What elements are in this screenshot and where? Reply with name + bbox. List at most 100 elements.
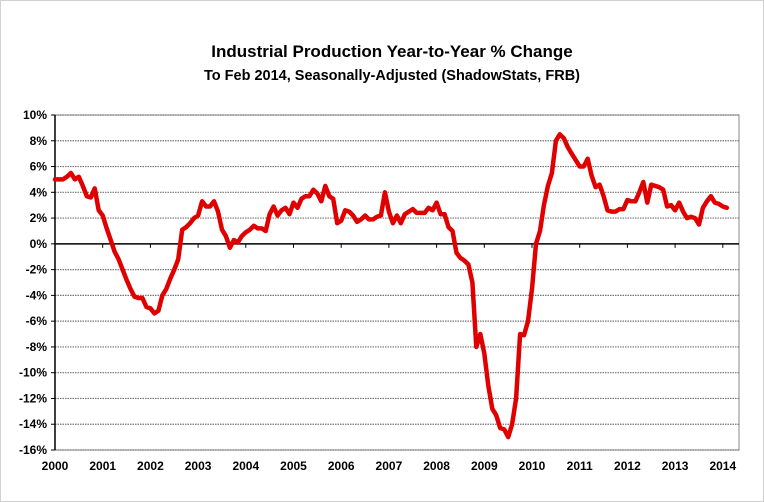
data-point [292, 201, 295, 205]
x-tick-label: 2007 [376, 459, 403, 473]
data-point [105, 226, 109, 230]
data-point [73, 177, 77, 181]
data-point [629, 199, 633, 203]
data-point [681, 210, 685, 214]
data-point [188, 221, 192, 225]
data-point [709, 194, 713, 198]
data-point [526, 319, 530, 323]
data-point [117, 257, 121, 261]
data-point [542, 203, 546, 207]
data-point [228, 246, 232, 250]
data-point [85, 194, 89, 198]
data-point [454, 251, 458, 255]
x-tick-label: 2000 [42, 459, 69, 473]
data-point [176, 257, 180, 261]
data-point [697, 223, 701, 227]
gridlines [54, 114, 740, 451]
data-point [506, 435, 510, 439]
data-point [685, 216, 689, 220]
data-point [522, 333, 526, 337]
data-point [244, 230, 248, 234]
x-tick-label: 2014 [709, 459, 736, 473]
x-tick-label: 2006 [328, 459, 355, 473]
data-point [264, 229, 268, 233]
data-point [363, 214, 367, 217]
data-point [447, 225, 451, 229]
data-point [335, 221, 339, 225]
data-point [689, 215, 693, 219]
data-point [89, 195, 93, 199]
data-point [156, 309, 160, 313]
data-point [725, 206, 729, 210]
data-point [633, 199, 637, 203]
data-point [399, 221, 403, 225]
data-point [502, 427, 506, 431]
data-point [327, 194, 331, 198]
data-point [717, 202, 721, 206]
data-point [140, 296, 144, 300]
x-tick-label: 2004 [232, 459, 259, 473]
data-point [168, 277, 172, 281]
y-tick-label: 10% [23, 108, 47, 122]
y-tick-label: -12% [19, 391, 47, 405]
data-point [53, 177, 57, 181]
data-point [276, 214, 280, 217]
x-tick-label: 2013 [662, 459, 689, 473]
data-point [280, 208, 284, 212]
x-tick-label: 2002 [137, 459, 164, 473]
data-point [407, 210, 411, 214]
data-point [586, 157, 590, 161]
data-point [621, 207, 625, 211]
data-point [602, 194, 606, 198]
data-point [578, 165, 582, 169]
data-point [272, 204, 276, 208]
data-point [649, 183, 653, 187]
series-group [52, 132, 730, 440]
data-point [538, 229, 542, 233]
data-point [288, 212, 292, 216]
data-point [518, 332, 522, 336]
data-point [534, 242, 538, 246]
data-point [65, 175, 69, 179]
data-point [343, 208, 347, 212]
data-point [423, 211, 427, 215]
data-point [713, 201, 717, 205]
data-point [490, 407, 494, 411]
x-tick-label: 2008 [423, 459, 450, 473]
data-point [184, 225, 188, 229]
data-point [284, 206, 288, 210]
data-point [550, 171, 554, 175]
x-tick-label: 2010 [519, 459, 546, 473]
data-point [566, 145, 570, 149]
x-tick-label: 2005 [280, 459, 307, 473]
data-point [379, 214, 383, 217]
data-point [693, 216, 697, 220]
data-point [562, 136, 566, 140]
data-point [451, 229, 454, 233]
data-point [69, 171, 73, 175]
data-point [510, 422, 514, 426]
data-point [172, 268, 176, 272]
data-point [574, 158, 578, 162]
data-point [387, 210, 391, 214]
data-point [307, 194, 311, 198]
data-point [268, 212, 272, 216]
data-point [594, 185, 598, 189]
data-point [164, 287, 168, 291]
data-point [486, 384, 490, 388]
data-point [359, 217, 363, 221]
data-point [77, 175, 81, 179]
data-point [109, 238, 113, 242]
data-point [97, 208, 101, 212]
data-point [443, 212, 447, 216]
data-point [323, 184, 327, 188]
data-point [192, 216, 196, 220]
x-tick-label: 2001 [89, 459, 116, 473]
data-point [355, 220, 359, 224]
data-point [645, 201, 649, 205]
x-axis: 2000 2001 2002 2003 2004 2005 2006 2007 2008 2009… [42, 243, 739, 473]
data-point [224, 234, 228, 238]
data-point [383, 190, 387, 194]
data-point [319, 199, 323, 203]
